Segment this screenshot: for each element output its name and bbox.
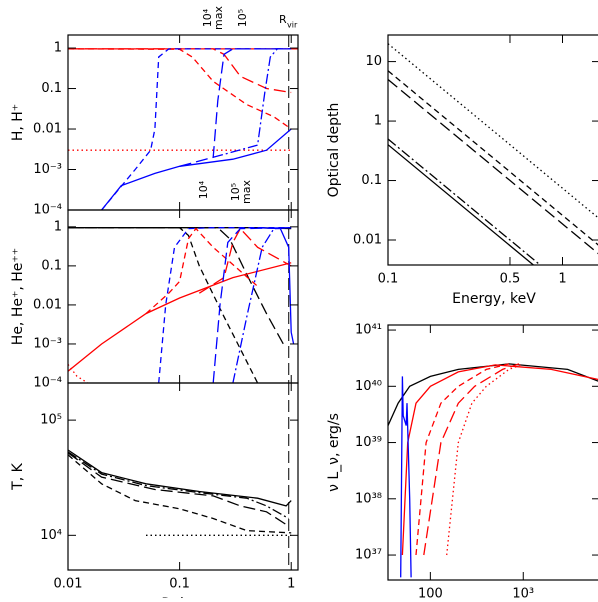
line — [179, 48, 292, 167]
line — [101, 48, 292, 210]
line — [401, 364, 598, 556]
y-tick-label: 10³⁸ — [355, 491, 382, 506]
x-axis-label: Energy, keV — [452, 291, 536, 307]
y-axis-label: T, K — [10, 462, 26, 490]
x-tick-label: 0.5 — [500, 272, 521, 287]
y-tick-label: 10³⁷ — [355, 548, 382, 563]
line — [388, 78, 598, 255]
y-tick-label: 0.01 — [33, 297, 62, 312]
y-tick-label: 10⁴⁰ — [355, 379, 382, 394]
plot-area — [388, 363, 598, 578]
y-axis-label: He, He⁺, He⁺⁺ — [10, 248, 26, 345]
y-tick-label: 0.01 — [33, 122, 62, 137]
y-tick-label: 0.01 — [353, 233, 382, 248]
x-tick-label: 0.1 — [378, 272, 399, 287]
line — [388, 363, 598, 426]
line — [388, 144, 535, 265]
y-tick-label: 1 — [54, 41, 62, 56]
line — [423, 363, 520, 556]
annotation: 10⁴ — [201, 8, 214, 27]
y-axis-label: H, H⁺ — [10, 104, 26, 141]
line — [68, 364, 89, 383]
axes-frame — [387, 34, 598, 266]
y-tick-label: 1 — [54, 219, 62, 234]
line — [388, 43, 598, 219]
y-tick-label: 10⁻⁴ — [33, 376, 62, 391]
annotation: max — [212, 6, 225, 30]
annotation: 10⁵ — [236, 9, 249, 27]
plot-area — [388, 43, 598, 265]
line — [400, 376, 412, 578]
line — [212, 227, 292, 383]
annotation: vir — [287, 21, 298, 30]
x-tick-label: 100 — [418, 587, 443, 599]
y-tick-label: 10⁴¹ — [355, 323, 382, 338]
line — [68, 262, 292, 372]
y-axis-label: ν L_ν, erg/s — [326, 413, 342, 492]
line — [388, 70, 598, 246]
line — [158, 227, 292, 383]
axes-frame — [67, 382, 299, 571]
line — [446, 363, 524, 556]
line — [68, 449, 292, 507]
line — [145, 227, 259, 315]
x-tick-label: 0.1 — [169, 577, 190, 592]
line — [68, 451, 290, 520]
line — [68, 452, 290, 527]
annotation: max — [240, 180, 253, 204]
y-tick-label: 1 — [374, 114, 382, 129]
line — [415, 363, 510, 556]
y-tick-label: 10⁵ — [40, 413, 62, 428]
y-tick-label: 0.1 — [361, 173, 382, 188]
y-tick-label: 10⁻³ — [33, 336, 62, 351]
annotation: R — [279, 13, 287, 26]
x-tick-label: 1 — [558, 272, 566, 287]
line — [257, 227, 295, 345]
line — [68, 48, 292, 130]
y-axis-label: Optical depth — [326, 103, 342, 198]
line — [68, 48, 292, 94]
y-tick-label: 10⁻⁴ — [33, 203, 62, 218]
line — [213, 48, 292, 158]
plot-area — [68, 383, 292, 570]
axes-frame — [387, 324, 598, 581]
y-tick-label: 10⁻³ — [33, 162, 62, 177]
y-tick-label: 10 — [365, 54, 382, 69]
annotation: 10⁵ — [229, 183, 242, 201]
x-tick-label: 10³ — [512, 587, 534, 599]
line — [68, 227, 284, 345]
y-tick-label: 10⁴ — [40, 528, 62, 543]
plot-area — [68, 210, 295, 383]
line — [388, 138, 542, 265]
annotation: 10⁴ — [197, 180, 210, 199]
plot-area — [68, 35, 298, 210]
axes-frame — [67, 34, 299, 211]
line — [198, 227, 292, 294]
y-tick-label: 0.1 — [41, 81, 62, 96]
x-tick-label: 0.01 — [54, 577, 83, 592]
y-tick-label: 0.1 — [41, 258, 62, 273]
line — [68, 454, 292, 534]
y-tick-label: 10³⁹ — [355, 435, 382, 450]
x-tick-label: 1 — [287, 577, 295, 592]
